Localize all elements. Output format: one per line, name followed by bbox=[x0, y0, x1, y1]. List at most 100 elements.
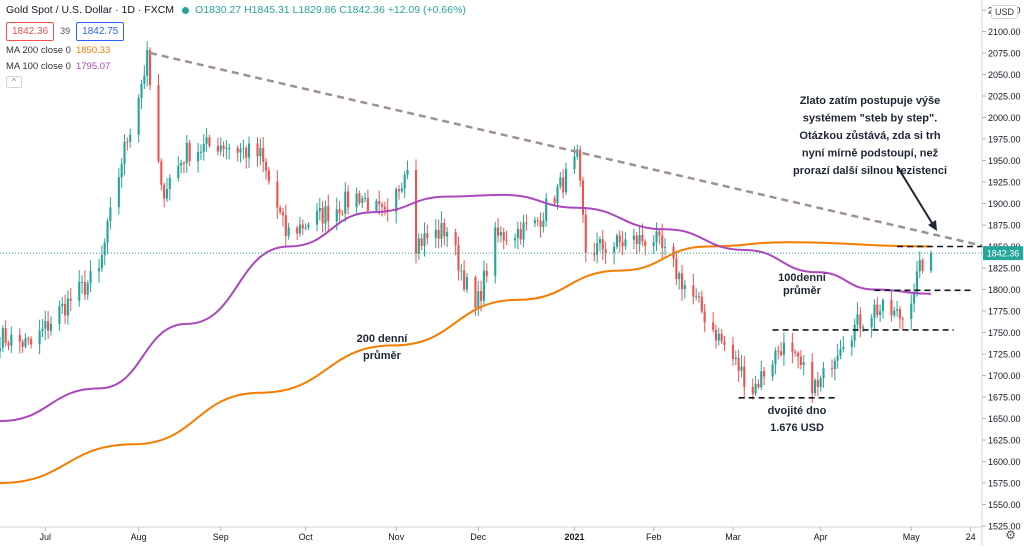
candle-body bbox=[304, 227, 307, 229]
ma200-label: MA 200 close 0 bbox=[6, 45, 71, 56]
buy-price-button[interactable]: 1842.75 bbox=[76, 22, 125, 41]
symbol-title[interactable]: Gold Spot / U.S. Dollar · 1D · FXCM bbox=[6, 4, 175, 16]
candle-body bbox=[296, 227, 299, 234]
candle-body bbox=[712, 322, 715, 330]
candle-body bbox=[417, 238, 420, 254]
candle-body bbox=[177, 165, 180, 179]
settings-gear-icon[interactable]: ⚙ bbox=[1005, 528, 1016, 542]
candle-body bbox=[731, 344, 735, 360]
ma100-annotation-line: 100denní bbox=[778, 272, 827, 284]
y-tick-label: 1625.00 bbox=[988, 436, 1021, 446]
candle-body bbox=[893, 310, 896, 316]
candle-body bbox=[61, 303, 64, 307]
candle-body bbox=[106, 221, 109, 243]
candle-body bbox=[44, 321, 47, 329]
candle-body bbox=[638, 235, 641, 245]
candle-body bbox=[505, 240, 508, 242]
x-tick-label: 24 bbox=[966, 532, 976, 542]
sell-price-button[interactable]: 1842.36 bbox=[6, 22, 55, 41]
y-tick-label: 1750.00 bbox=[988, 328, 1021, 338]
candle-body bbox=[536, 220, 539, 222]
candle-body bbox=[321, 207, 324, 224]
y-tick-label: 1975.00 bbox=[988, 135, 1021, 145]
annotation-note-line: nyní mírně podstoupí, než bbox=[802, 148, 939, 160]
candle-body bbox=[680, 273, 684, 290]
candle-body bbox=[774, 350, 777, 365]
y-tick-label: 1725.00 bbox=[988, 350, 1021, 360]
candle-body bbox=[862, 327, 865, 329]
candle-body bbox=[539, 220, 542, 227]
candle-body bbox=[216, 145, 219, 152]
currency-badge[interactable]: USD bbox=[990, 5, 1018, 19]
y-tick-label: 1875.00 bbox=[988, 221, 1021, 231]
candle-body bbox=[915, 271, 918, 293]
candle-body bbox=[714, 329, 718, 341]
candle-body bbox=[383, 206, 386, 210]
candle-body bbox=[703, 311, 706, 323]
candle-body bbox=[584, 214, 587, 253]
ma100-legend[interactable]: MA 100 close 0 1795.07 bbox=[6, 60, 466, 73]
candle-body bbox=[675, 258, 678, 280]
annotation-note-line: prorazí další silnou rezistenci bbox=[793, 165, 947, 177]
candle-body bbox=[802, 362, 805, 365]
ma100-label: MA 100 close 0 bbox=[6, 61, 71, 72]
candle-body bbox=[287, 227, 290, 236]
candle-body bbox=[457, 244, 460, 271]
candle-body bbox=[338, 209, 341, 214]
candle-body bbox=[446, 232, 449, 237]
candle-body bbox=[341, 213, 344, 215]
candle-body bbox=[697, 296, 701, 298]
candle-body bbox=[516, 229, 519, 238]
candle-body bbox=[239, 149, 242, 153]
candle-body bbox=[652, 242, 655, 246]
candle-body bbox=[86, 283, 89, 295]
ma200-legend[interactable]: MA 200 close 0 1850.33 bbox=[6, 44, 466, 57]
candle-body bbox=[100, 255, 103, 269]
collapse-legend-icon[interactable]: ^ bbox=[6, 76, 22, 88]
candle-body bbox=[423, 233, 426, 246]
candle-body bbox=[4, 328, 7, 344]
candle-body bbox=[754, 383, 757, 394]
candle-body bbox=[579, 149, 582, 181]
y-tick-label: 1825.00 bbox=[988, 264, 1021, 274]
last-price-marker bbox=[983, 246, 1023, 261]
candle-body bbox=[502, 232, 505, 241]
candle-body bbox=[913, 292, 916, 304]
candle-body bbox=[21, 341, 24, 347]
candle-body bbox=[344, 191, 347, 214]
candle-body bbox=[361, 198, 364, 203]
candle-body bbox=[811, 362, 814, 394]
candle-body bbox=[463, 270, 466, 290]
candle-body bbox=[870, 317, 873, 328]
candle-body bbox=[81, 282, 84, 284]
candle-body bbox=[477, 291, 480, 308]
candle-body bbox=[264, 161, 268, 171]
candle-body bbox=[83, 282, 86, 295]
candle-body bbox=[929, 253, 933, 271]
x-tick-label: Aug bbox=[131, 532, 147, 542]
candle-body bbox=[482, 270, 485, 301]
candle-body bbox=[581, 180, 585, 215]
candle-body bbox=[208, 137, 211, 146]
candle-body bbox=[890, 299, 893, 316]
candle-body bbox=[782, 342, 785, 355]
candle-body bbox=[678, 273, 681, 280]
candle-body bbox=[655, 231, 658, 243]
candle-body bbox=[777, 350, 780, 352]
candle-body bbox=[38, 330, 41, 345]
candle-body bbox=[199, 151, 202, 153]
candle-body bbox=[397, 189, 401, 192]
candle-body bbox=[695, 296, 698, 298]
candle-body bbox=[120, 164, 123, 178]
candle-body bbox=[454, 232, 457, 245]
candle-body bbox=[604, 249, 607, 253]
y-tick-label: 2025.00 bbox=[988, 92, 1021, 102]
candle-body bbox=[276, 181, 279, 208]
candle-body bbox=[318, 207, 321, 212]
y-tick-label: 1775.00 bbox=[988, 307, 1021, 317]
y-tick-label: 1950.00 bbox=[988, 156, 1021, 166]
x-tick-label: Apr bbox=[814, 532, 828, 542]
candle-body bbox=[129, 134, 132, 142]
